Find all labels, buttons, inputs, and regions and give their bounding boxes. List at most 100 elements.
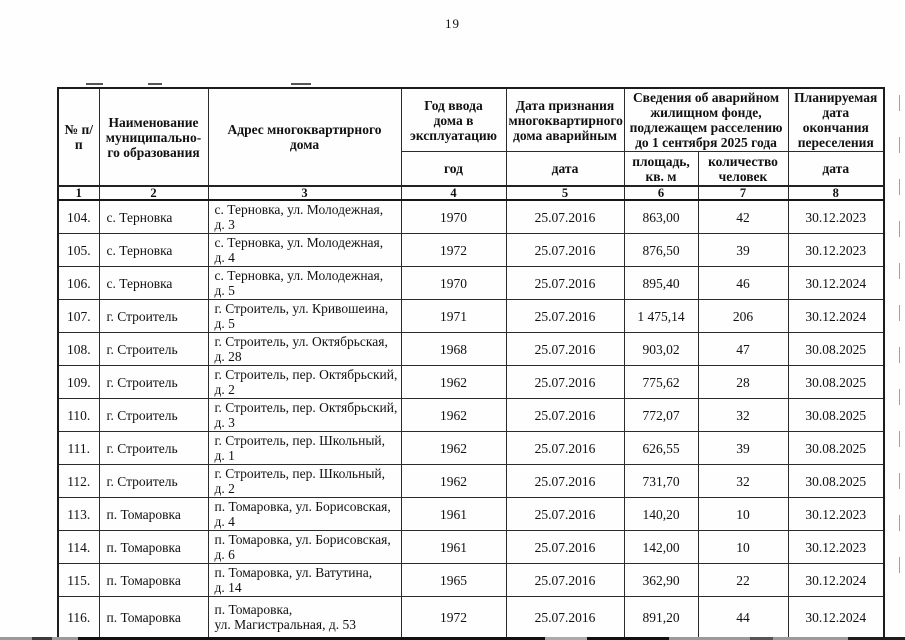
cell-address: с. Терновка, ул. Молодежная, д. 3 [207,199,402,234]
cell-area: 772,07 [623,398,699,432]
cell-area: 775,62 [623,365,699,399]
header-number: № п/п [57,87,100,187]
cell-resettlement-date: 30.12.2023 [787,199,885,234]
cell-year: 1961 [400,497,507,531]
cell-resettlement-date: 30.08.2025 [787,398,885,432]
cell-address: п. Томаровка, ул. Ватутина, д. 14 [207,563,402,597]
cell-people: 22 [697,563,789,597]
cell-address: п. Томаровка, ул. Борисовская, д. 6 [207,530,402,564]
cell-number: 106. [57,266,100,300]
subheader-resettlement-date: дата [787,151,885,187]
cell-municipality: с. Терновка [98,266,209,300]
cell-recognition-date: 25.07.2016 [505,266,625,300]
column-index: 2 [98,185,209,201]
cell-recognition-date: 25.07.2016 [505,596,625,639]
cell-area: 140,20 [623,497,699,531]
cell-recognition-date: 25.07.2016 [505,497,625,531]
cell-area: 891,20 [623,596,699,639]
cell-area: 731,70 [623,464,699,498]
cell-address: г. Строитель, пер. Школьный, д. 2 [207,464,402,498]
column-index: 6 [623,185,699,201]
header-planned-date-group: Планируемая дата окончания переселения [787,87,885,152]
column-index: 8 [787,185,885,201]
subheader-people: количество человек [697,151,789,187]
cell-number: 113. [57,497,100,531]
cell-number: 110. [57,398,100,432]
cell-people: 32 [697,464,789,498]
cell-people: 47 [697,332,789,366]
cell-address: г. Строитель, пер. Школьный, д. 1 [207,431,402,465]
table-header: № п/п Наименование муниципально- го обра… [57,87,885,201]
cell-people: 206 [697,299,789,333]
cell-municipality: г. Строитель [98,299,209,333]
column-index: 1 [57,185,100,201]
cell-recognition-date: 25.07.2016 [505,530,625,564]
header-municipality: Наименование муниципально- го образовани… [98,87,209,187]
column-index: 4 [400,185,507,201]
table-row: 114. п. Томаровка п. Томаровка, ул. Борисо… [57,530,885,564]
cell-resettlement-date: 30.12.2024 [787,563,885,597]
table-row: 113. п. Томаровка п. Томаровка, ул. Борисо… [57,497,885,531]
cell-municipality: п. Томаровка [98,596,209,639]
cell-address: п. Томаровка, ул. Магистральная, д. 53 [207,596,402,639]
cell-people: 39 [697,431,789,465]
cell-year: 1968 [400,332,507,366]
cell-resettlement-date: 30.12.2023 [787,497,885,531]
table-row: 109. г. Строитель г. Строитель, пер. Октяб… [57,365,885,399]
cell-recognition-date: 25.07.2016 [505,563,625,597]
subheader-area: площадь, кв. м [623,151,699,187]
cell-municipality: г. Строитель [98,431,209,465]
cell-people: 39 [697,233,789,267]
cell-resettlement-date: 30.12.2024 [787,266,885,300]
cell-municipality: с. Терновка [98,233,209,267]
cell-address: с. Терновка, ул. Молодежная, д. 4 [207,233,402,267]
cell-year: 1971 [400,299,507,333]
table-row: 107. г. Строитель г. Строитель, ул. Кривош… [57,299,885,333]
cell-number: 107. [57,299,100,333]
scan-artifact [86,83,103,85]
cell-municipality: г. Строитель [98,332,209,366]
cell-area: 362,90 [623,563,699,597]
cell-address: г. Строитель, ул. Кривошеина, д. 5 [207,299,402,333]
table-row: 108. г. Строитель г. Строитель, ул. Октябр… [57,332,885,366]
table-row: 105. с. Терновка с. Терновка, ул. Молодежн… [57,233,885,267]
cell-number: 116. [57,596,100,639]
cell-year: 1972 [400,596,507,639]
cell-number: 108. [57,332,100,366]
scan-artifact [899,95,900,580]
cell-resettlement-date: 30.12.2024 [787,299,885,333]
cell-recognition-date: 25.07.2016 [505,199,625,234]
cell-year: 1962 [400,464,507,498]
cell-area: 142,00 [623,530,699,564]
cell-resettlement-date: 30.12.2023 [787,233,885,267]
cell-recognition-date: 25.07.2016 [505,332,625,366]
table-row: 104. с. Терновка с. Терновка, ул. Молодежн… [57,199,885,234]
cell-year: 1962 [400,365,507,399]
cell-municipality: п. Томаровка [98,530,209,564]
cell-number: 114. [57,530,100,564]
scan-artifact [148,83,162,85]
table-row: 106. с. Терновка с. Терновка, ул. Молодежн… [57,266,885,300]
column-index: 7 [697,185,789,201]
cell-resettlement-date: 30.12.2024 [787,596,885,639]
cell-resettlement-date: 30.08.2025 [787,365,885,399]
cell-municipality: п. Томаровка [98,497,209,531]
cell-municipality: г. Строитель [98,398,209,432]
cell-people: 42 [697,199,789,234]
cell-area: 876,50 [623,233,699,267]
cell-area: 626,55 [623,431,699,465]
scan-artifact [291,83,311,85]
cell-recognition-date: 25.07.2016 [505,365,625,399]
cell-recognition-date: 25.07.2016 [505,464,625,498]
cell-number: 111. [57,431,100,465]
cell-address: г. Строитель, ул. Октябрьская, д. 28 [207,332,402,366]
column-index: 5 [505,185,625,201]
cell-recognition-date: 25.07.2016 [505,299,625,333]
cell-resettlement-date: 30.12.2023 [787,530,885,564]
header-year-group: Год ввода дома в эксплуатацию [400,87,507,152]
cell-number: 109. [57,365,100,399]
cell-year: 1970 [400,199,507,234]
cell-people: 32 [697,398,789,432]
cell-year: 1970 [400,266,507,300]
